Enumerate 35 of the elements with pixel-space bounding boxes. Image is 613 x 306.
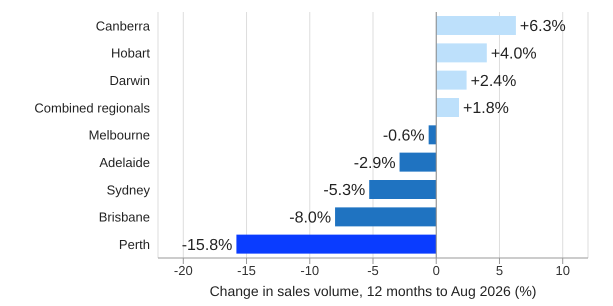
bar — [335, 207, 436, 226]
y-tick-label: Adelaide — [99, 154, 150, 170]
x-tick-label: 5 — [496, 263, 504, 278]
x-tick-label: 10 — [555, 263, 570, 278]
bar — [436, 43, 487, 62]
data-label: +2.4% — [470, 72, 516, 90]
x-tick-label: -10 — [300, 263, 320, 278]
y-tick-label: Darwin — [110, 72, 150, 88]
data-label: +4.0% — [490, 45, 537, 62]
bar — [428, 125, 436, 144]
data-label: -2.9% — [354, 154, 396, 172]
x-tick-label: -5 — [367, 263, 379, 278]
y-tick-label: Combined regionals — [34, 100, 150, 116]
data-label: -0.6% — [382, 127, 425, 144]
x-axis-title: Change in sales volume, 12 months to Aug 2026 (%) — [210, 283, 536, 299]
bar — [436, 98, 459, 117]
x-tick-label: -15 — [237, 263, 256, 278]
x-tick-label: 0 — [432, 263, 440, 278]
y-tick-label: Perth — [118, 236, 150, 252]
data-label: +6.3% — [520, 18, 566, 36]
bar — [369, 180, 436, 199]
y-tick-label: Hobart — [110, 46, 150, 61]
bar — [236, 234, 436, 254]
x-tick-label: -20 — [174, 263, 193, 278]
data-label: -5.3% — [323, 182, 366, 200]
data-label: -8.0% — [289, 209, 332, 226]
y-tick-label: Melbourne — [88, 128, 150, 143]
y-tick-label: Sydney — [106, 182, 150, 198]
bar — [436, 16, 516, 35]
y-tick-label: Brisbane — [98, 210, 150, 225]
bar — [400, 152, 436, 172]
bar — [436, 70, 467, 90]
y-tick-label: Canberra — [96, 18, 151, 34]
data-label: -15.8% — [182, 236, 232, 254]
data-label: +1.8% — [463, 100, 509, 118]
